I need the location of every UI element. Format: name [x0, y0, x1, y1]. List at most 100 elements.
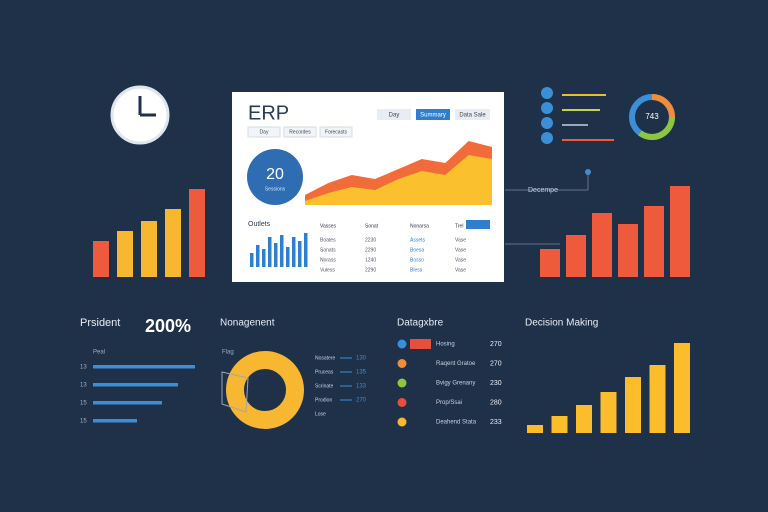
mini-bar [292, 237, 296, 267]
area [305, 155, 492, 205]
bar [165, 209, 181, 277]
mini-bar [304, 233, 308, 267]
section-title: Datagxbre [397, 318, 444, 329]
row-label: Prop/Ssai [436, 400, 462, 406]
table-cell: Assets [410, 237, 426, 243]
legend-value: 135 [356, 370, 367, 376]
mini-bar [262, 249, 266, 267]
row-value: 270 [490, 360, 502, 367]
row-label: 15 [80, 401, 87, 407]
bar [600, 392, 617, 433]
kpi-value: 20 [266, 166, 284, 183]
bar [576, 405, 592, 433]
table-cell: 2290 [365, 247, 376, 253]
table-header: Vasses [320, 223, 337, 229]
bar [551, 416, 568, 433]
legend-label: Nosatere [315, 355, 336, 361]
mini-bar [274, 243, 278, 267]
bar [618, 224, 638, 277]
legend-dot [397, 359, 407, 368]
row-label: Bvigy Grenany [436, 381, 475, 387]
table-cell: Bosso [410, 257, 424, 263]
bar [93, 241, 109, 277]
donut-segment [651, 94, 675, 118]
legend-dot [397, 339, 407, 349]
row-value: 270 [490, 341, 502, 348]
bar [625, 377, 641, 433]
legend-value: 133 [356, 384, 367, 390]
table-cell: Vase [455, 237, 466, 243]
table-cell: Bless [410, 267, 423, 273]
section-title: Decision Making [525, 318, 598, 329]
table-header: Nonarsa [410, 223, 429, 229]
icon [541, 117, 553, 129]
connector-label: Decempe [528, 187, 558, 194]
axis-label: Peal [93, 350, 105, 356]
hbar [93, 401, 162, 405]
button[interactable] [416, 109, 450, 120]
tab-label: Day [260, 129, 269, 135]
legend-label: Scrinate [315, 383, 334, 389]
kpi-circle [247, 149, 303, 205]
tab [247, 126, 281, 138]
row-value: 233 [490, 419, 502, 426]
row-value: 230 [490, 380, 502, 387]
button[interactable] [455, 109, 490, 120]
mini-bar [250, 253, 254, 267]
legend-dot [397, 398, 407, 407]
table-cell: Vase [455, 257, 466, 263]
row-label: Hosing [436, 342, 455, 348]
donut-label: 743 [645, 112, 659, 121]
bar [141, 221, 157, 277]
table-cell: 2230 [365, 237, 376, 243]
bar [566, 235, 586, 277]
button-label: Data Sale [459, 113, 486, 119]
mini-bar [268, 237, 272, 267]
table-cell: Sonats [320, 247, 336, 253]
mini-bar [298, 241, 302, 267]
row-label: 13 [80, 383, 87, 389]
legend-label: Prodion [315, 397, 332, 403]
row-label: Deahend Stata [436, 420, 477, 426]
button-label: Summary [420, 113, 446, 119]
button[interactable] [377, 109, 411, 120]
bar [649, 365, 666, 433]
kpi-caption: Sessions [265, 186, 286, 192]
mini-bar [286, 247, 290, 267]
table-cell: Vuless [320, 267, 335, 273]
row-label: 13 [80, 365, 87, 371]
legend-dot [397, 378, 407, 388]
tab-label: Forecasts [325, 129, 347, 135]
table-cell: Boates [320, 237, 336, 243]
bar [540, 249, 560, 277]
legend-value: 130 [356, 356, 367, 362]
tab [319, 126, 353, 138]
donut [226, 351, 304, 429]
table-cell: Boesa [410, 247, 424, 253]
tab [283, 126, 317, 138]
section-title: Prsident [80, 317, 120, 329]
tab-label: Recordes [289, 129, 311, 135]
legend-value: 270 [356, 398, 367, 404]
donut-callout [221, 371, 249, 413]
table-header: Sonat [365, 223, 379, 229]
bar [117, 231, 133, 277]
donut-segment [638, 116, 675, 140]
row-value: 280 [490, 399, 502, 406]
table-cell: 2290 [365, 267, 376, 273]
panel-title: ERP [248, 102, 289, 124]
table-cell: Vase [455, 247, 466, 253]
section-label: Outlets [248, 221, 271, 228]
row-label: 15 [80, 419, 87, 425]
bar [670, 186, 690, 277]
hbar [93, 419, 137, 423]
legend-label: Pruceas [315, 369, 334, 375]
legend-dot [397, 417, 407, 427]
icon [541, 102, 553, 114]
kpi-value: 200% [145, 316, 191, 336]
hbar [93, 365, 195, 369]
table-cell: Norass [320, 257, 336, 263]
mini-bar [256, 245, 260, 267]
connector-dot [585, 169, 591, 175]
